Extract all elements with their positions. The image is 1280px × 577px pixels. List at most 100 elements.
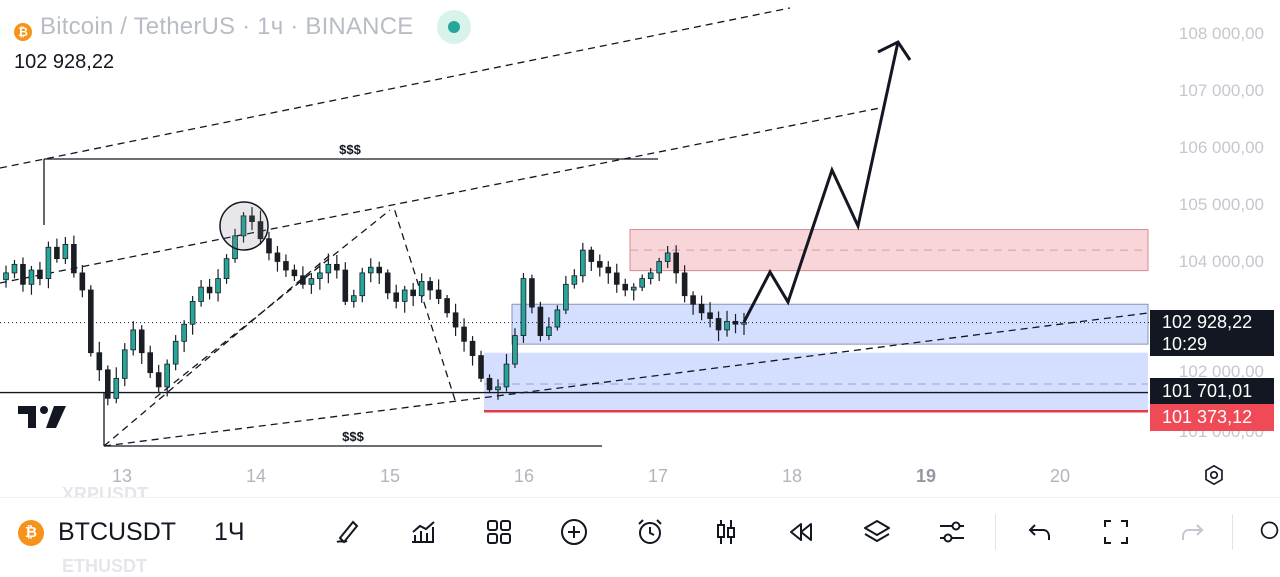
candle-body (189, 300, 196, 325)
symbol-title[interactable]: Bitcoin / TetherUS · 1ч · BINANCE (40, 13, 414, 40)
time-axis[interactable]: 13 14 15 16 17 18 19 20 (0, 462, 1280, 492)
candle (359, 267, 366, 303)
channel-connector (103, 254, 331, 447)
candle-body (96, 352, 103, 371)
candle (596, 254, 603, 277)
price-label: 106 000,00 (1178, 138, 1264, 157)
candle (79, 265, 86, 298)
alarm-icon[interactable] (633, 515, 667, 549)
current-price-tag: 102 928,22 10:29 (1150, 310, 1274, 356)
demand-zone (511, 303, 1149, 345)
candle-body (435, 289, 442, 299)
candle-body (461, 326, 467, 342)
candle (3, 265, 9, 288)
candle-body (376, 266, 383, 274)
candle-body (613, 272, 620, 285)
candle-body (28, 269, 35, 285)
candle (461, 318, 467, 352)
candle-body (452, 312, 459, 328)
candle (300, 266, 306, 289)
candle-body (529, 278, 535, 308)
demand-zone (484, 352, 1148, 413)
candle (452, 303, 459, 337)
candle (393, 284, 400, 309)
candle (410, 282, 416, 307)
candle-body (681, 272, 688, 297)
layers-icon[interactable] (860, 515, 894, 549)
candle-body (630, 286, 637, 291)
candle (155, 364, 162, 393)
candle (681, 265, 688, 303)
candle-body (359, 272, 366, 297)
undo-icon[interactable] (1023, 515, 1057, 549)
candle (486, 374, 493, 394)
indicators-icon[interactable] (406, 515, 440, 549)
symbol-selector[interactable]: ₿ BTCUSDT (18, 518, 176, 547)
chart-area[interactable]: $$$ $$$ (0, 0, 1150, 460)
chart-canvas[interactable]: $$$ $$$ (0, 0, 1150, 460)
candle (45, 241, 52, 289)
candle (189, 296, 196, 335)
candle-body (121, 349, 128, 379)
layouts-icon[interactable] (482, 515, 516, 549)
price-axis[interactable]: 108 000,00 107 000,00 106 000,00 105 000… (1150, 0, 1280, 460)
candle (563, 275, 569, 315)
candle (274, 246, 281, 272)
candle-body (198, 286, 204, 302)
candle-body (732, 320, 739, 325)
candle (384, 269, 391, 300)
candle (54, 238, 60, 263)
projection-path (742, 41, 900, 323)
candle-body (707, 312, 713, 319)
candle (512, 328, 518, 368)
candle-body (401, 289, 408, 302)
highlight-circle (219, 201, 269, 251)
interval-selector[interactable]: 1Ч (214, 518, 245, 546)
candle (630, 283, 637, 301)
candles-icon[interactable] (709, 515, 743, 549)
candle (605, 261, 612, 284)
candle (664, 246, 671, 268)
last-price: 102 928,22 (14, 51, 115, 73)
candle-body (546, 326, 552, 336)
candle (104, 365, 111, 406)
candle-body (257, 221, 264, 240)
candle (291, 264, 298, 282)
toolbar-divider (1232, 514, 1233, 550)
candle-body (486, 377, 493, 391)
candle (520, 272, 527, 343)
chart-settings-icon[interactable] (1203, 464, 1225, 486)
candle-body (334, 263, 340, 271)
search-icon[interactable] (1252, 515, 1280, 549)
candle-body (554, 309, 561, 328)
candle (181, 320, 187, 353)
candle (401, 285, 408, 313)
candle (571, 269, 578, 289)
candle (546, 317, 552, 341)
fullscreen-icon[interactable] (1099, 515, 1133, 549)
candle-body (469, 340, 476, 356)
candle-body (571, 275, 578, 285)
candle (639, 274, 646, 292)
replay-icon[interactable] (784, 515, 818, 549)
candle (478, 350, 484, 383)
candle (20, 257, 26, 292)
time-label: 13 (111, 466, 133, 486)
candle-body (104, 369, 111, 399)
channel-line-lower (103, 312, 1149, 447)
channel-line-upper (0, 7, 791, 169)
level-price-tag: 101 701,01 (1150, 378, 1274, 404)
candle-body (147, 352, 154, 374)
candle-body (698, 303, 705, 314)
candle (121, 343, 128, 387)
symbol-name: BTCUSDT (58, 518, 177, 546)
redo-icon[interactable] (1175, 515, 1209, 549)
settings-sliders-icon[interactable] (935, 515, 969, 549)
add-icon[interactable] (557, 515, 591, 549)
brush-icon[interactable] (330, 515, 364, 549)
candle (418, 273, 425, 303)
candle (376, 261, 383, 284)
bitcoin-icon: ₿ (14, 23, 32, 41)
symbol-header[interactable]: ₿ Bitcoin / TetherUS · 1ч · BINANCE (14, 10, 472, 44)
candle (147, 345, 154, 378)
